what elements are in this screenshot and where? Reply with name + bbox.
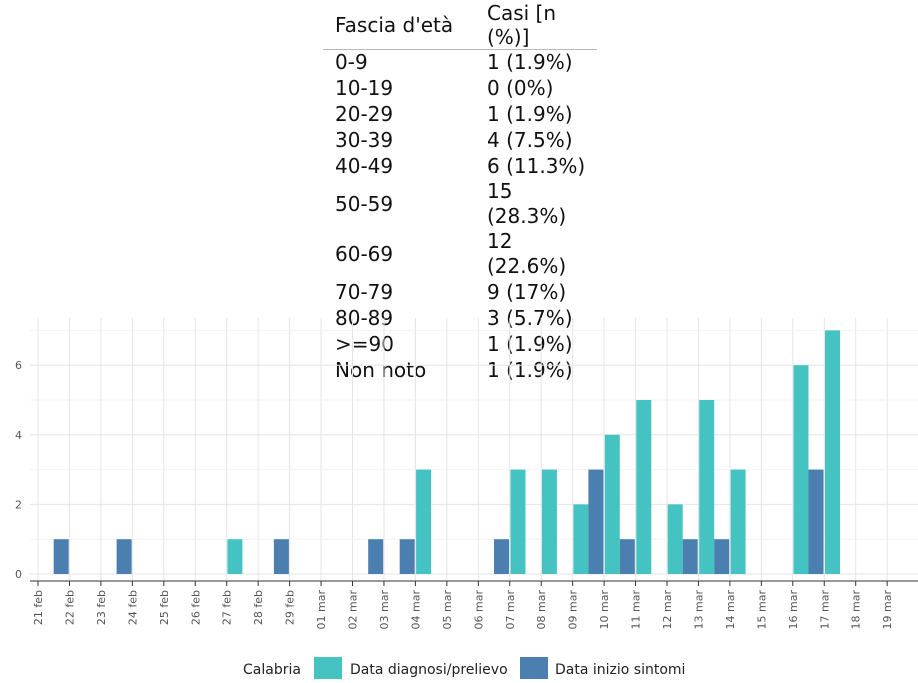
y-tick-label: 0 (15, 568, 22, 581)
cases-cell: 9 (17%) (487, 279, 567, 304)
x-tick-label: 13 mar (692, 590, 705, 630)
bar-diagnosis (604, 434, 620, 574)
age-group-cell: 80-89 (335, 305, 394, 330)
x-tick-label: 10 mar (598, 590, 611, 630)
cases-cell: 1 (1.9%) (487, 357, 573, 382)
bar-diagnosis (416, 469, 432, 574)
legend-swatch (520, 657, 548, 679)
bar-diagnosis (541, 469, 557, 574)
bar-diagnosis (667, 504, 683, 574)
bar-diagnosis (636, 400, 652, 574)
cases-cell: 6 (11.3%) (487, 154, 586, 178)
x-tick-label: 08 mar (535, 590, 548, 630)
x-tick-label: 04 mar (409, 590, 422, 630)
bar-symptom-onset (588, 469, 604, 574)
grid (30, 318, 918, 580)
cases-by-date-chart: 0 2 4 6 21 feb 22 feb 23 feb 24 feb 25 feb 26 feb… (15, 318, 918, 679)
cases-cell: 15 (28.3%) (487, 179, 567, 229)
age-group-cell: 30-39 (335, 128, 394, 153)
x-tick-label: 07 mar (504, 590, 517, 630)
bar-diagnosis (793, 365, 809, 574)
y-tick-label: 2 (15, 498, 22, 511)
table-header-row: Fascia d'età Casi [n (%)] (323, 0, 597, 50)
bar-symptom-onset (619, 539, 635, 574)
x-tick-label: 24 feb (126, 590, 139, 625)
bar-symptom-onset (53, 539, 69, 574)
x-tick-label: 28 feb (252, 590, 265, 625)
x-tick-label: 21 feb (32, 590, 45, 625)
legend-swatch (314, 657, 342, 679)
age-group-cell: 70-79 (335, 279, 394, 304)
table-row: 20-29 1 (1.9%) (323, 102, 597, 128)
bar-diagnosis (573, 504, 589, 574)
x-tick-label: 18 mar (850, 590, 863, 630)
x-tick-label: 02 mar (347, 590, 360, 630)
age-distribution-table: Fascia d'età Casi [n (%)] 0-9 1 (1.9%) 10-… (323, 0, 597, 383)
bar-symptom-onset (714, 539, 730, 574)
x-tick-label: 27 feb (221, 590, 234, 625)
cases-cell: 1 (1.9%) (487, 102, 573, 127)
x-tick-label: 17 mar (818, 590, 831, 630)
bar-diagnosis (510, 469, 526, 574)
table-row: 80-89 3 (5.7%) (323, 305, 597, 331)
x-tick-label: 16 mar (787, 590, 800, 630)
table-row: 10-19 0 (0%) (323, 76, 597, 102)
bar-symptom-onset (494, 539, 509, 574)
x-tick-label: 03 mar (378, 590, 391, 630)
x-tick-label: 01 mar (315, 590, 328, 630)
x-tick-label: 22 feb (63, 590, 76, 625)
header-age: Fascia d'età (323, 0, 475, 50)
y-tick-label: 6 (15, 359, 22, 372)
age-group-cell: Non noto (335, 357, 427, 382)
x-tick-label: 25 feb (158, 590, 171, 625)
bar-symptom-onset (682, 539, 698, 574)
legend-title: Calabria (243, 662, 301, 678)
x-tick-label: 14 mar (724, 590, 737, 630)
cases-cell: 1 (1.9%) (487, 50, 573, 75)
y-tick-label: 4 (15, 429, 22, 442)
x-tick-label: 06 mar (472, 590, 485, 630)
x-tick-label: 23 feb (95, 590, 108, 625)
bar-diagnosis (227, 539, 243, 574)
cases-cell: 12 (22.6%) (487, 229, 567, 279)
cases-cell: 4 (7.5%) (487, 128, 573, 153)
table-row: 0-9 1 (1.9%) (323, 50, 597, 76)
table-row: 70-79 9 (17%) (323, 279, 597, 305)
age-group-cell: 40-49 (335, 154, 394, 178)
age-group-cell: 60-69 (335, 241, 394, 266)
header-cases: Casi [n (%)] (475, 0, 597, 50)
table-row: Non noto 1 (1.9%) (323, 357, 597, 383)
x-tick-label: 09 mar (567, 590, 580, 630)
x-tick-label: 12 mar (661, 590, 674, 630)
bar-symptom-onset (116, 539, 132, 574)
table-row: 40-49 6 (11.3%) (323, 154, 597, 180)
table-row: 50-59 15 (28.3%) (323, 179, 597, 229)
x-tick-label: 15 mar (755, 590, 768, 630)
bar-symptom-onset (368, 539, 384, 574)
x-tick-label: 11 mar (630, 590, 643, 630)
cases-cell: 3 (5.7%) (487, 305, 573, 330)
x-tick-label: 19 mar (881, 590, 894, 630)
table-row: 60-69 12 (22.6%) (323, 229, 597, 279)
bar-symptom-onset (273, 539, 289, 574)
legend-label: Data inizio sintomi (555, 662, 685, 678)
table-row: 30-39 4 (7.5%) (323, 128, 597, 154)
cases-cell: 0 (0%) (487, 76, 554, 101)
x-tick-label: 29 feb (284, 590, 297, 625)
bar-diagnosis (730, 469, 746, 574)
x-tick-label: 05 mar (441, 590, 454, 630)
age-group-cell: 50-59 (335, 191, 394, 216)
bar-symptom-onset (399, 539, 415, 574)
legend-label: Data diagnosi/prelievo (350, 662, 508, 678)
age-group-cell: 20-29 (335, 102, 394, 127)
age-group-cell: 10-19 (335, 76, 394, 101)
bar-symptom-onset (808, 469, 824, 574)
bar-diagnosis (699, 400, 715, 574)
age-group-cell: 0-9 (335, 50, 368, 75)
bar-diagnosis (825, 330, 840, 574)
x-tick-label: 26 feb (189, 590, 202, 625)
cases-cell: 1 (1.9%) (487, 331, 573, 356)
